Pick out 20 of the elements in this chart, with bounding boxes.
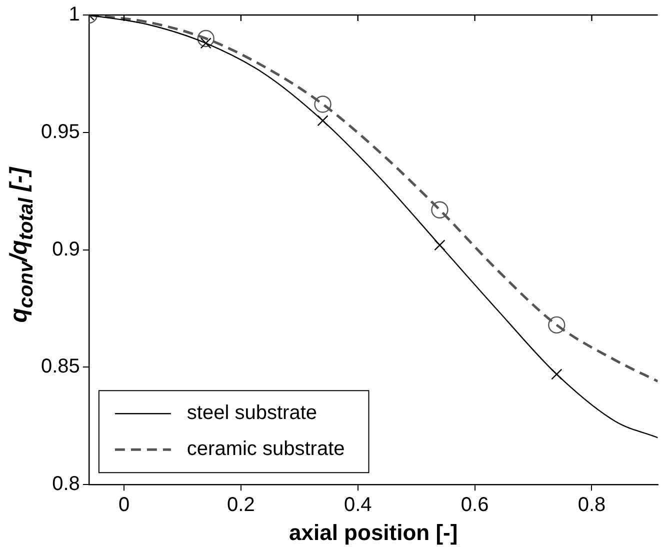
y-tick-label: 0.8: [52, 473, 80, 496]
point: [431, 201, 448, 218]
x-tick-label: 0.4: [344, 494, 372, 516]
y-tick-label: 0.85: [40, 356, 80, 378]
y-tick-label: 0.95: [40, 120, 80, 143]
x-tick-label: 0.2: [227, 494, 255, 516]
y-tick-label: 0.9: [52, 238, 80, 260]
point: [317, 115, 328, 126]
point: [434, 240, 446, 251]
x-tick-label: 0.6: [460, 494, 489, 516]
legend-label: steel substrate: [186, 402, 318, 424]
x-tick-label: 0: [118, 494, 130, 516]
x-tick-label: 0.8: [578, 494, 606, 516]
point: [551, 368, 562, 380]
y-tick-label: 1: [68, 4, 80, 26]
point: [548, 316, 566, 334]
point: [197, 30, 214, 48]
legend-label: ceramic substrate: [186, 438, 345, 460]
point: [314, 96, 332, 113]
x-axis-title: axial position [-]: [289, 520, 458, 545]
